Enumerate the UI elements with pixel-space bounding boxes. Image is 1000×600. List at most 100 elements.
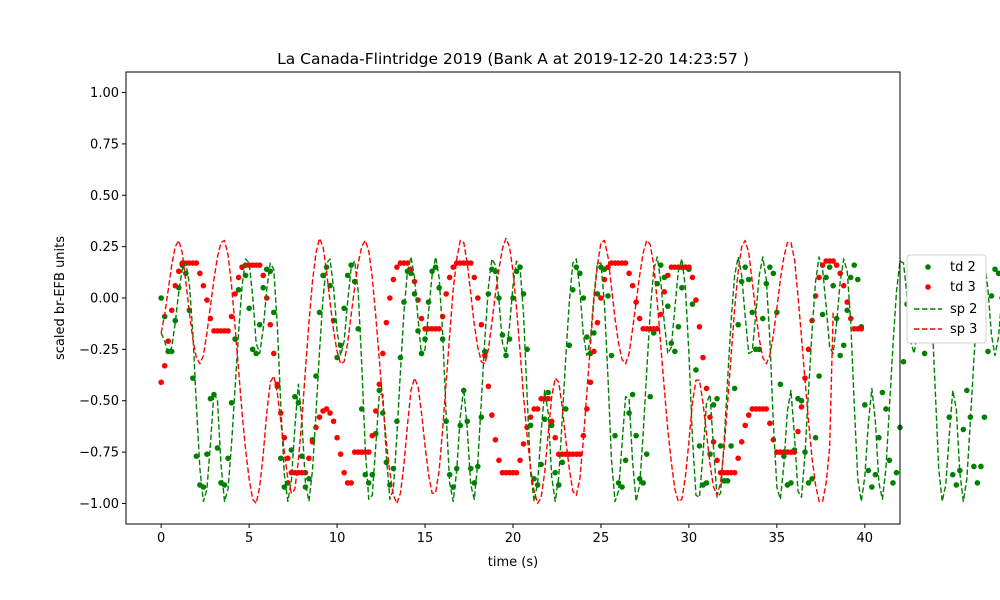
- y-tick-label: 1.00: [90, 86, 119, 101]
- data-point-td-3: [390, 276, 397, 283]
- data-point-td-3: [475, 295, 481, 301]
- data-point-td-3: [380, 350, 386, 357]
- data-point-td-2: [788, 480, 794, 486]
- data-point-td-3: [689, 274, 696, 281]
- data-point-td-2: [971, 463, 977, 470]
- data-point-td-3: [418, 315, 425, 322]
- x-tick-label: 40: [857, 531, 874, 546]
- data-point-td-2: [422, 336, 428, 342]
- data-point-td-3: [467, 260, 474, 266]
- data-point-td-2: [992, 266, 998, 273]
- data-point-td-2: [883, 406, 889, 412]
- data-point-td-3: [267, 321, 274, 328]
- data-point-td-3: [478, 321, 485, 328]
- data-point-td-3: [703, 385, 710, 392]
- data-point-td-2: [949, 471, 956, 478]
- data-point-td-3: [534, 406, 541, 412]
- data-point-td-2: [584, 334, 590, 340]
- data-point-td-3: [168, 307, 175, 314]
- data-point-td-3: [165, 338, 172, 344]
- data-point-td-3: [714, 457, 720, 464]
- data-point-td-2: [953, 482, 960, 488]
- data-point-td-2: [995, 270, 1000, 277]
- data-point-td-3: [450, 264, 456, 270]
- data-point-td-2: [657, 262, 664, 268]
- data-point-td-3: [270, 350, 277, 357]
- data-point-td-2: [580, 295, 587, 301]
- data-point-td-3: [492, 436, 499, 443]
- data-point-td-3: [598, 295, 604, 301]
- data-point-td-3: [587, 379, 594, 386]
- data-point-td-3: [591, 348, 597, 355]
- data-point-td-3: [513, 469, 520, 476]
- data-point-td-3: [193, 260, 200, 266]
- series-line-sp-2: [160, 256, 1000, 503]
- data-point-td-2: [249, 346, 256, 353]
- y-tick-label: −1.00: [79, 497, 119, 512]
- y-tick-label: 0.50: [90, 189, 119, 204]
- legend-item-sp-2: sp 2: [914, 302, 977, 317]
- data-point-td-3: [816, 274, 822, 281]
- data-point-td-2: [316, 309, 323, 316]
- data-point-td-3: [369, 432, 376, 439]
- data-point-td-3: [735, 455, 741, 462]
- data-point-td-2: [612, 432, 618, 439]
- y-tick-label: −0.75: [79, 446, 119, 461]
- data-point-td-3: [330, 418, 337, 425]
- data-point-td-3: [446, 274, 453, 281]
- series-sp-3: [160, 237, 834, 505]
- data-point-td-3: [260, 272, 267, 279]
- data-point-td-3: [197, 270, 203, 277]
- data-point-td-3: [313, 424, 319, 431]
- data-point-td-3: [657, 311, 664, 318]
- data-point-td-2: [545, 389, 551, 396]
- data-point-td-3: [520, 441, 527, 447]
- data-point-td-2: [383, 459, 390, 466]
- data-point-td-2: [475, 463, 481, 470]
- legend-frame: [906, 254, 987, 344]
- data-point-td-3: [158, 379, 164, 386]
- data-point-td-2: [742, 264, 748, 270]
- data-point-td-3: [693, 297, 699, 303]
- data-point-td-2: [260, 284, 267, 291]
- chart-title: La Canada-Flintridge 2019 (Bank A at 201…: [277, 50, 749, 68]
- data-point-td-3: [833, 262, 840, 268]
- data-point-td-3: [545, 395, 551, 402]
- y-tick-label: −0.50: [79, 394, 119, 409]
- data-point-td-2: [225, 455, 231, 462]
- data-point-td-3: [443, 291, 449, 297]
- plot-area: 0 5 10 15 20 25 30 35 40 −1.00 −0.75 −0.50 −0.25 0.00…: [79, 71, 1000, 546]
- data-point-td-3: [306, 455, 312, 462]
- data-point-td-3: [742, 422, 748, 429]
- data-point-td-2: [190, 375, 196, 381]
- data-point-td-2: [767, 264, 773, 270]
- data-point-td-2: [819, 311, 826, 318]
- data-point-td-2: [204, 451, 210, 457]
- data-point-td-3: [175, 268, 182, 275]
- data-point-td-2: [253, 350, 259, 357]
- y-tick-label: 0.25: [90, 240, 119, 255]
- data-point-td-3: [633, 299, 639, 305]
- data-point-td-2: [763, 280, 770, 287]
- data-point-td-2: [636, 476, 643, 482]
- data-point-td-2: [675, 323, 682, 330]
- data-point-td-3: [341, 469, 347, 476]
- data-point-td-3: [439, 313, 446, 320]
- data-point-td-2: [974, 480, 981, 486]
- data-point-td-2: [548, 422, 555, 429]
- data-point-td-2: [823, 274, 829, 281]
- data-point-td-3: [372, 408, 379, 414]
- data-point-td-2: [879, 389, 886, 396]
- data-point-td-3: [327, 410, 333, 416]
- data-point-td-2: [643, 451, 650, 457]
- data-point-td-2: [707, 451, 713, 457]
- legend-label-sp-2: sp 2: [950, 302, 977, 317]
- data-point-td-2: [749, 309, 756, 316]
- data-point-td-2: [397, 354, 404, 361]
- data-point-td-3: [161, 363, 168, 369]
- data-point-td-3: [798, 404, 805, 410]
- data-point-td-2: [334, 354, 340, 361]
- x-tick-label: 20: [505, 531, 522, 546]
- data-point-td-2: [541, 416, 548, 423]
